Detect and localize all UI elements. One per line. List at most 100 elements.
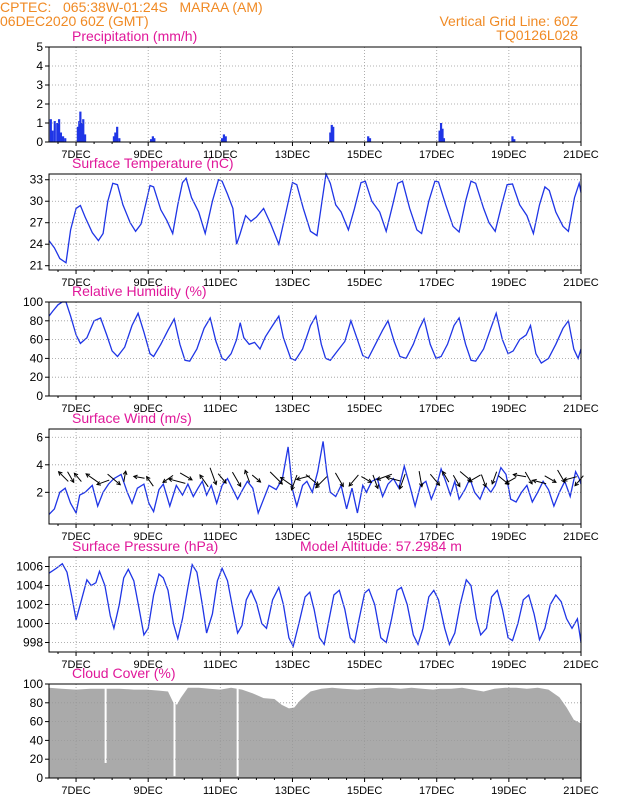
y-tick-label: 1006: [16, 560, 43, 574]
wind-arrow-head: [222, 479, 227, 484]
x-tick-label: 7DEC: [61, 403, 90, 415]
precip-bar: [51, 130, 54, 142]
x-tick-label: 17DEC: [419, 403, 455, 415]
wind-arrow-head: [314, 483, 320, 489]
y-tick-label: 60: [30, 333, 44, 347]
x-tick-label: 19DEC: [491, 277, 527, 289]
precip-bar: [367, 136, 370, 142]
y-tick-label: 80: [30, 314, 44, 328]
x-tick-label: 17DEC: [419, 531, 455, 543]
wind-arrow: [179, 472, 193, 481]
x-tick-label: 19DEC: [491, 659, 527, 671]
y-tick-label: 5: [36, 40, 43, 54]
wind-arrow-head: [531, 478, 537, 484]
x-tick-label: 21DEC: [563, 785, 599, 797]
series-line: [48, 171, 582, 264]
wind-arrow-head: [562, 477, 568, 482]
x-tick-label: 11DEC: [203, 403, 238, 415]
precip-bar: [330, 124, 333, 142]
wind-arrow: [96, 479, 110, 486]
precip-bar: [438, 130, 441, 142]
x-tick-label: 9DEC: [134, 149, 163, 161]
panel-annotation: Model Altitude: 57.2984 m: [300, 538, 462, 554]
wind-arrow: [532, 479, 547, 485]
x-tick-label: 15DEC: [347, 531, 383, 543]
precip-bar: [49, 119, 52, 142]
panel-frame: [48, 301, 582, 397]
wind-arrow-head: [237, 482, 242, 488]
panel-frame: [48, 428, 582, 525]
y-tick-label: 20: [30, 752, 44, 766]
x-tick-label: 21DEC: [563, 531, 599, 543]
cloud-gap: [173, 684, 176, 777]
panel-title: Surface Temperature (nC): [72, 155, 234, 171]
wind-arrow-head: [435, 481, 441, 487]
x-tick-label: 9DEC: [134, 531, 163, 543]
wind-arrow: [251, 474, 261, 483]
wind-arrow-head: [167, 477, 173, 483]
wind-arrow: [491, 471, 498, 485]
y-tick-label: 24: [30, 237, 44, 251]
x-tick-label: 11DEC: [203, 785, 238, 797]
series-line: [48, 301, 582, 365]
precip-bar: [368, 138, 372, 142]
station-header-line1: CPTEC: 065:38W-01:24S MARAA (AM): [0, 0, 263, 15]
precip-bar: [329, 132, 332, 142]
wind-arrow: [505, 477, 516, 484]
x-tick-label: 13DEC: [275, 659, 311, 671]
wind-arrow: [123, 471, 127, 482]
wind-arrow: [217, 473, 227, 484]
wind-arrow: [468, 474, 481, 483]
wind-arrow: [244, 470, 251, 483]
y-tick-label: 6: [36, 430, 43, 444]
x-tick-label: 9DEC: [134, 659, 163, 671]
x-tick-label: 15DEC: [347, 149, 383, 161]
precip-bar: [82, 119, 85, 142]
wind-arrow: [513, 474, 527, 478]
x-tick-label: 9DEC: [134, 403, 163, 415]
x-tick-label: 21DEC: [563, 277, 599, 289]
wind-arrow-head: [212, 480, 218, 486]
precip-bar: [332, 126, 335, 142]
precip-bar: [76, 126, 79, 142]
wind-arrow-head: [146, 475, 151, 481]
wind-arrow-head: [339, 482, 344, 488]
y-tick-label: 1002: [16, 598, 43, 612]
cloud-gap: [104, 684, 107, 763]
y-tick-label: 4: [36, 59, 43, 73]
precip-bar: [511, 136, 514, 142]
y-tick-label: 3: [36, 78, 43, 92]
wind-arrow: [280, 477, 294, 487]
wind-arrow-head: [85, 473, 91, 478]
y-tick-label: 998: [23, 636, 43, 650]
panel-title: Cloud Cover (%): [72, 665, 175, 681]
precip-bar: [151, 136, 154, 142]
wind-arrow: [563, 476, 577, 481]
y-tick-label: 30: [30, 194, 44, 208]
panel-title: Surface Wind (m/s): [72, 410, 192, 426]
wind-arrow: [574, 475, 584, 487]
y-tick-label: 0: [36, 771, 43, 785]
wind-arrow: [386, 476, 401, 482]
wind-arrow-head: [491, 479, 496, 485]
wind-arrow-head: [398, 484, 404, 490]
x-tick-label: 11DEC: [203, 149, 238, 161]
y-tick-label: 2: [36, 485, 43, 499]
y-tick-label: 60: [30, 715, 44, 729]
chart-panel: [45, 171, 582, 274]
wind-arrow-head: [374, 484, 379, 490]
wind-arrow-head: [348, 481, 354, 487]
wind-arrow-head: [574, 481, 579, 487]
wind-arrow: [73, 472, 82, 482]
wind-arrow: [372, 474, 379, 489]
wind-arrow: [291, 474, 298, 491]
wind-arrow: [429, 473, 440, 486]
x-tick-label: 19DEC: [491, 531, 527, 543]
y-tick-label: 20: [30, 370, 44, 384]
model-code-label: TQ0126L028: [496, 27, 578, 43]
x-tick-label: 21DEC: [563, 403, 599, 415]
precip-bar: [224, 136, 227, 142]
wind-arrow-head: [290, 485, 295, 491]
precip-bar: [118, 138, 121, 142]
wind-arrow: [269, 471, 283, 485]
